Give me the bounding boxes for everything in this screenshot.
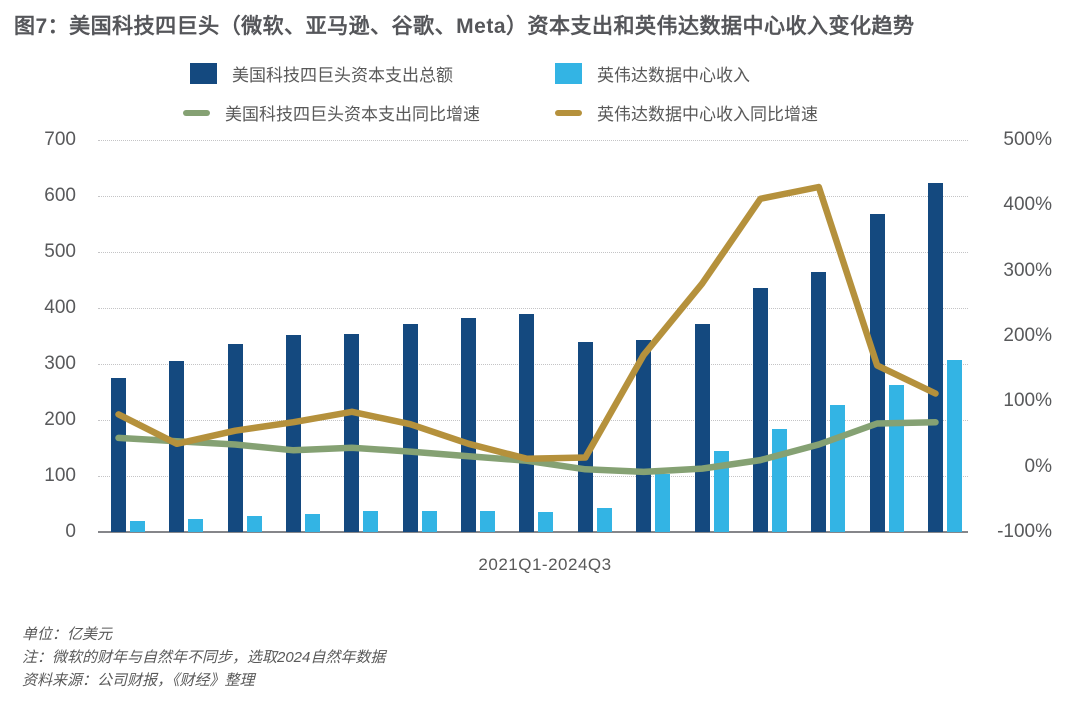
- legend-label-capex-yoy: 美国科技四巨头资本支出同比增速: [225, 104, 480, 124]
- legend-swatch-nvda-bar: [555, 62, 582, 84]
- nvda-bar-2023Q2: [655, 474, 671, 532]
- right-axis-tick: 100%: [1003, 390, 1052, 412]
- footnote-note: 注：微软的财年与自然年不同步，选取2024自然年数据: [22, 649, 386, 666]
- capex-bar-2022Q4: [519, 313, 535, 532]
- right-axis-tick: 300%: [1003, 259, 1052, 281]
- right-axis-tick: 200%: [1003, 325, 1052, 346]
- x-axis-range-label: 2021Q1-2024Q3: [478, 555, 612, 574]
- capex-bar-2022Q1: [344, 334, 360, 532]
- left-axis-tick: 200: [44, 409, 76, 430]
- right-axis-tick: -100%: [997, 521, 1052, 542]
- footnotes: 单位：亿美元 注：微软的财年与自然年不同步，选取2024自然年数据 资料来源：公…: [22, 623, 385, 692]
- capex-bar-2023Q4: [752, 288, 768, 532]
- capex-bar-2022Q2: [402, 323, 418, 532]
- nvda-bar-2022Q4: [538, 511, 554, 532]
- right-axis-tick: 400%: [1003, 194, 1052, 216]
- nvda-bar-2023Q3: [713, 450, 729, 532]
- nvda-bar-2022Q2: [421, 510, 437, 532]
- capex-bar-2024Q1: [811, 271, 827, 532]
- footnote-unit: 单位：亿美元: [22, 626, 113, 643]
- legend-item-nvda-revenue: 英伟达数据中心收入: [555, 62, 750, 85]
- nvda-bar-2021Q1: [130, 520, 145, 532]
- capex-bar-2023Q2: [636, 340, 652, 532]
- capex-bar-2023Q3: [694, 323, 710, 532]
- chart-title: 图7：美国科技四巨头（微软、亚马逊、谷歌、Meta）资本支出和英伟达数据中心收入…: [14, 15, 915, 38]
- gridline: [98, 308, 968, 309]
- plot-area: [98, 140, 968, 533]
- legend-label-capex-total: 美国科技四巨头资本支出总额: [232, 65, 453, 85]
- nvda-bar-2022Q3: [480, 510, 496, 532]
- legend-swatch-capex-bar: [190, 62, 217, 84]
- left-axis-tick: 100: [44, 465, 76, 486]
- legend-swatch-nvda-line: [555, 109, 582, 116]
- capex-bar-2021Q4: [286, 335, 302, 532]
- legend-label-nvda-yoy: 英伟达数据中心收入同比增速: [597, 104, 818, 124]
- right-axis-tick: 500%: [1003, 129, 1052, 150]
- x-axis-line: [98, 531, 968, 533]
- legend-item-capex-total: 美国科技四巨头资本支出总额: [190, 62, 453, 85]
- nvda-bar-2021Q4: [305, 513, 321, 532]
- footnote-source: 资料来源：公司财报，《财经》整理: [22, 672, 255, 689]
- nvda-yoy-line: [115, 183, 939, 463]
- nvda-bar-2022Q1: [363, 511, 379, 532]
- gridline: [98, 196, 968, 197]
- left-axis-tick: 500: [44, 241, 76, 262]
- left-axis-tick: 300: [44, 353, 76, 374]
- capex-bar-2023Q1: [577, 341, 593, 532]
- nvda-bar-2024Q3: [946, 359, 962, 532]
- legend-swatch-capex-line: [183, 109, 210, 116]
- right-axis-tick: 0%: [1024, 455, 1052, 477]
- legend-item-nvda-yoy: 英伟达数据中心收入同比增速: [555, 101, 818, 124]
- capex-bar-2022Q3: [461, 317, 477, 532]
- capex-bar-2024Q2: [869, 214, 885, 532]
- gridline: [98, 252, 968, 253]
- legend-label-nvda-revenue: 英伟达数据中心收入: [597, 65, 750, 85]
- left-axis-tick: 700: [44, 129, 76, 150]
- gridline: [98, 140, 968, 141]
- nvda-bar-2021Q2: [188, 518, 204, 532]
- legend-item-capex-yoy: 美国科技四巨头资本支出同比增速: [183, 101, 480, 124]
- nvda-bar-2023Q1: [596, 507, 612, 532]
- capex-bar-2024Q3: [927, 183, 943, 532]
- capex-bar-2021Q3: [227, 344, 243, 532]
- left-axis-tick: 600: [44, 185, 76, 206]
- left-axis-tick: 0: [65, 521, 76, 542]
- nvda-bar-2021Q3: [246, 515, 262, 532]
- left-axis-tick: 400: [44, 297, 76, 318]
